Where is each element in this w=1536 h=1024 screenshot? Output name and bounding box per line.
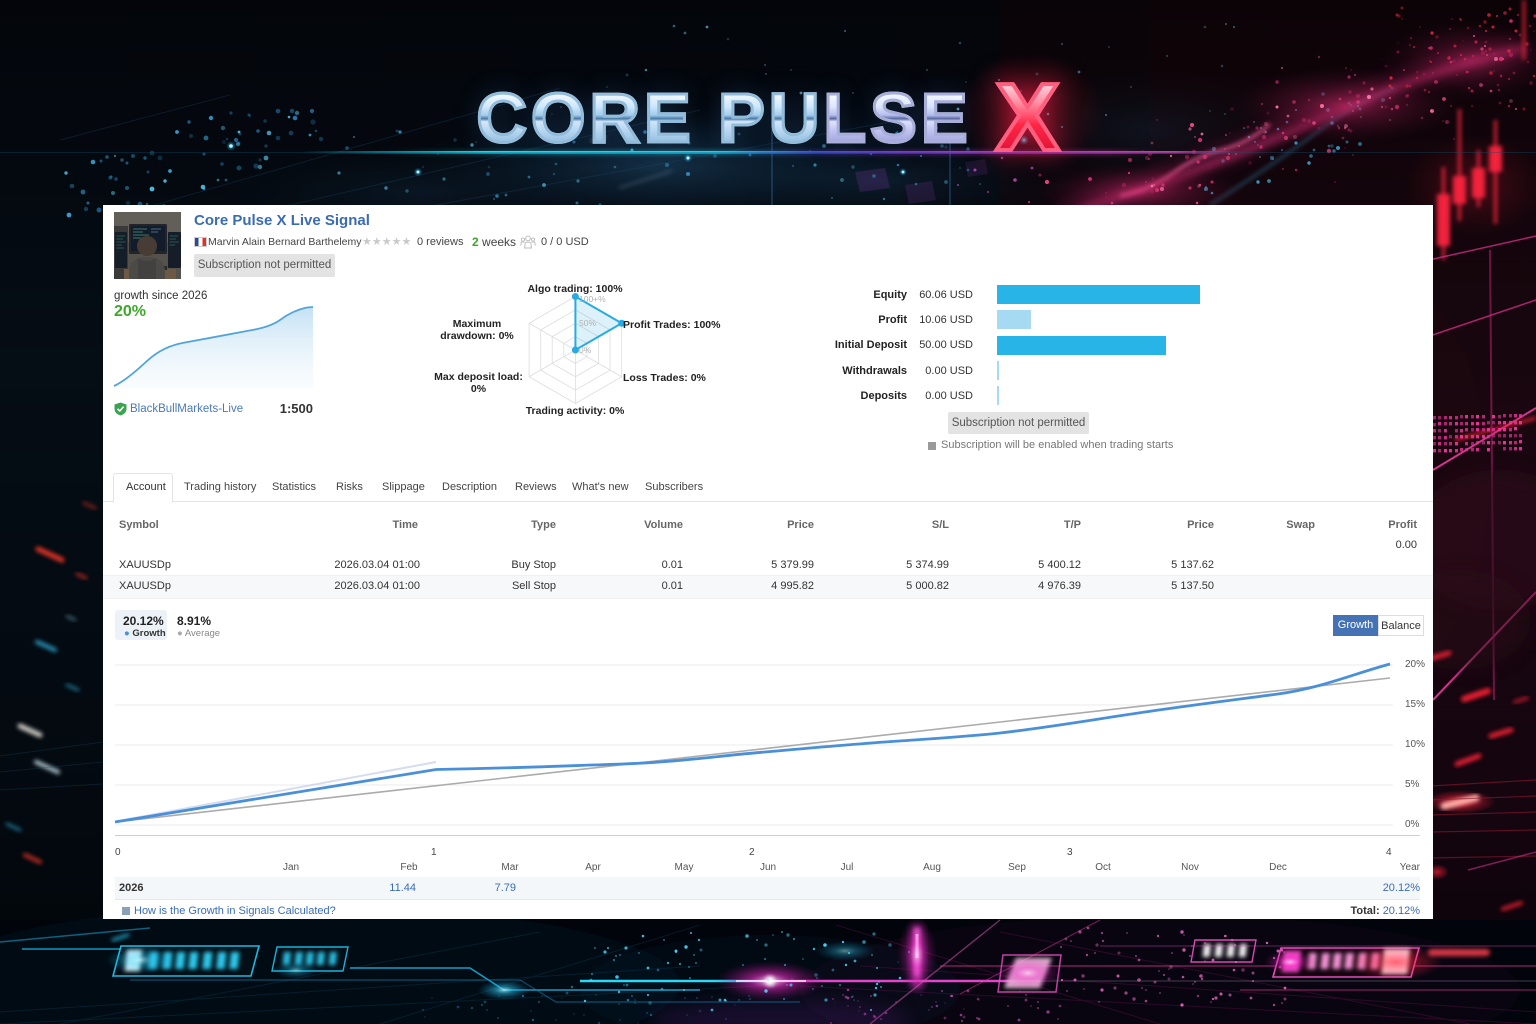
svg-text:50%: 50% — [579, 318, 596, 328]
svg-text:100+%: 100+% — [579, 294, 606, 304]
svg-text:0%: 0% — [579, 345, 592, 355]
